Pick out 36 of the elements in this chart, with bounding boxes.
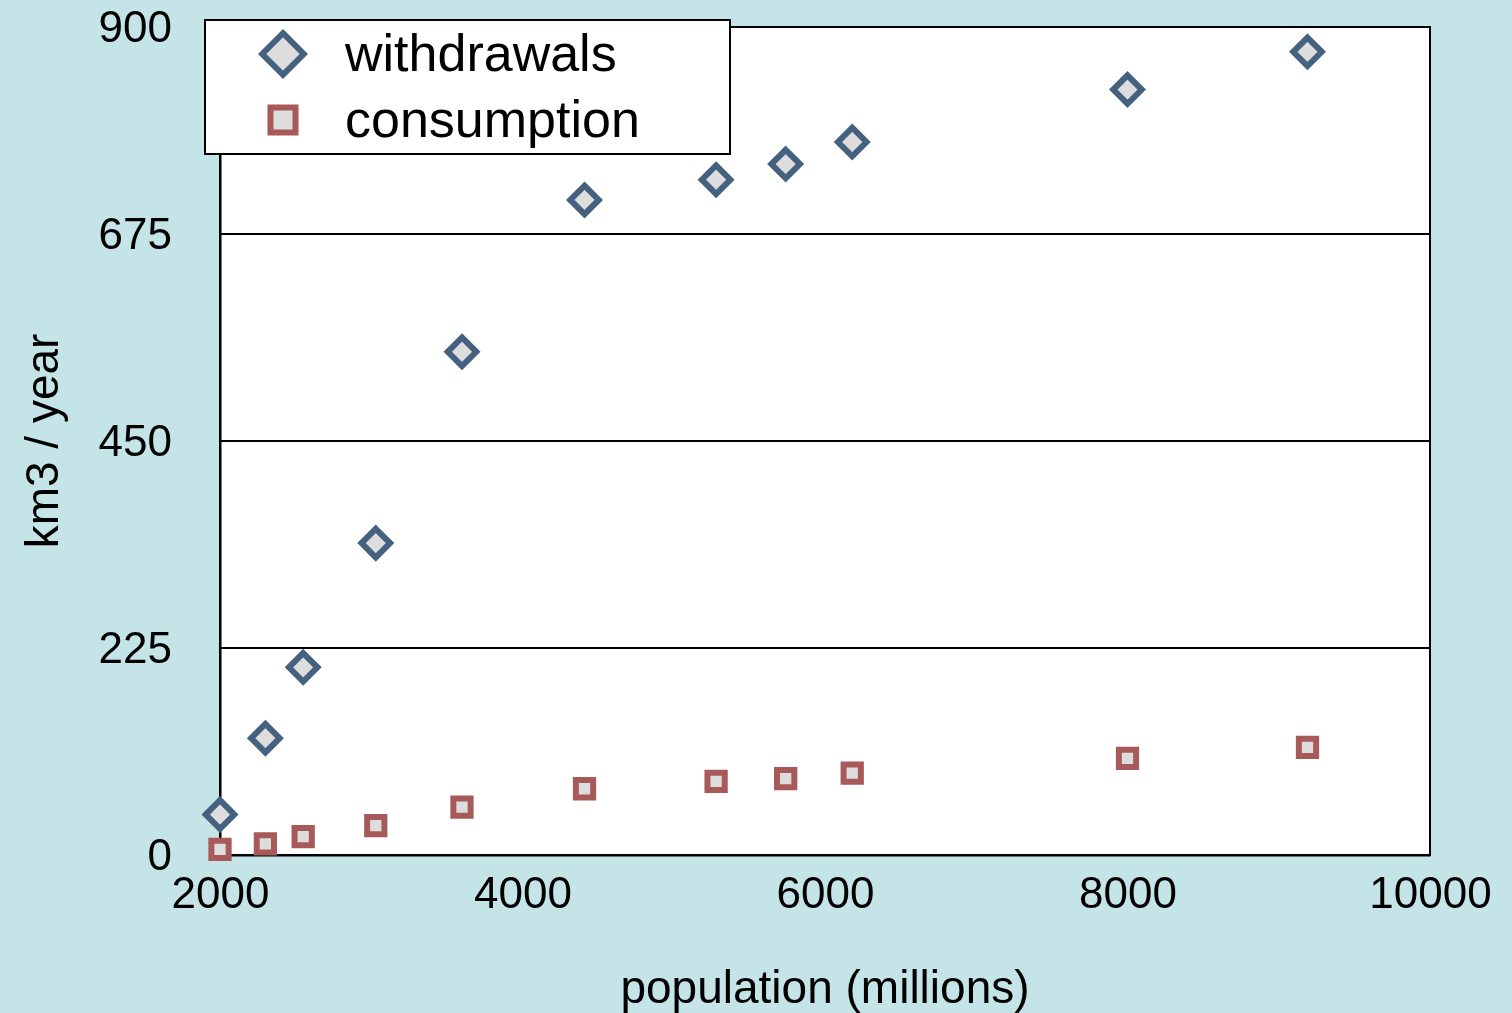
point <box>1295 735 1320 759</box>
point <box>768 146 803 182</box>
legend-label: withdrawals <box>344 24 617 82</box>
point <box>248 720 283 756</box>
x-tick-label: 10000 <box>1369 868 1492 918</box>
y-tick-label: 225 <box>98 622 172 672</box>
point <box>774 767 798 791</box>
x-tick-label: 2000 <box>171 868 270 918</box>
point <box>1110 72 1145 107</box>
point <box>208 837 232 862</box>
point <box>834 124 870 160</box>
point <box>285 650 321 685</box>
y-tick-label: 900 <box>98 1 172 51</box>
y-tick-label: 450 <box>98 415 172 465</box>
legend-label: consumption <box>345 90 640 148</box>
point <box>253 832 278 856</box>
x-tick-label: 8000 <box>1079 868 1177 918</box>
point <box>704 769 728 794</box>
x-tick-label: 4000 <box>474 868 572 918</box>
point <box>840 761 864 785</box>
point <box>1290 34 1325 70</box>
point <box>698 162 734 197</box>
point <box>1115 746 1140 771</box>
x-tick-label: 6000 <box>776 868 875 918</box>
point <box>450 795 474 819</box>
point <box>444 334 480 370</box>
y-tick-label: 675 <box>98 208 172 258</box>
point <box>572 777 597 801</box>
y-axis-title: km3 / year <box>16 333 68 549</box>
point <box>202 797 238 832</box>
point <box>358 525 394 561</box>
point <box>364 813 388 838</box>
x-axis-title: population (millions) <box>620 961 1030 1013</box>
point <box>567 182 602 218</box>
y-tick-label: 0 <box>147 829 172 879</box>
point <box>291 824 315 849</box>
